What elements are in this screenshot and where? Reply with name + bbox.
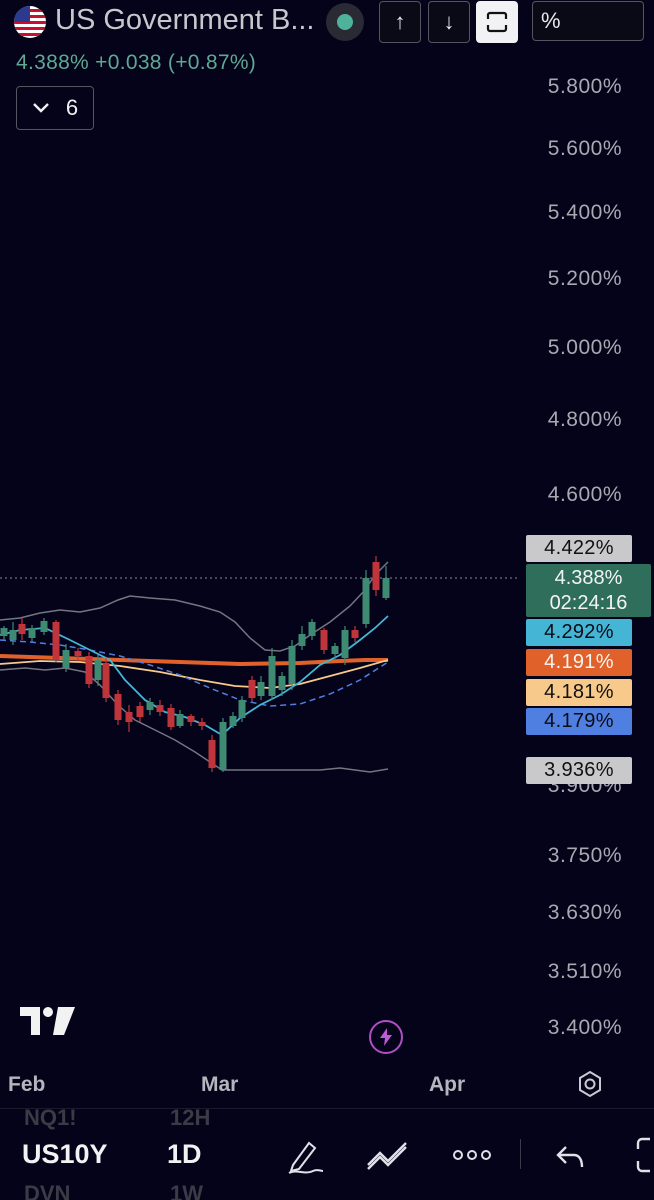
candle-body [219,722,227,770]
fullscreen-corner-icon[interactable] [634,1135,654,1175]
bollinger-upper-line [0,561,389,652]
candle-body [52,622,60,660]
price-quote: 4.388% +0.038 (+0.87%) [16,51,257,74]
candle-body [85,656,93,684]
candle-body [278,676,286,690]
bar-countdown: 02:24:16 [549,592,628,614]
price-tag-ma-blue: 4.179% [526,708,632,735]
candle-body [114,694,122,720]
price-tag-bollinger-lower: 3.936% [526,757,632,784]
scroll-ghost-symbol: DVN [24,1181,71,1200]
candle-body [146,702,154,710]
bottom-toolbar: NQ1! 12H DVN 1W US10Y 1D [0,1108,654,1200]
scroll-ghost-symbol: NQ1! [24,1108,77,1130]
symbol-selector[interactable]: US10Y [22,1139,108,1169]
market-status-button[interactable] [326,3,364,41]
candle-body [238,700,246,718]
price-tag-ma-cyan: 4.292% [526,619,632,646]
symbol-title[interactable]: US Government B... [55,4,315,36]
price-axis-label: 4.800% [547,408,622,431]
candle-body [198,722,206,726]
price-axis-label: 3.510% [547,960,622,983]
scroll-ghost-interval: 12H [170,1108,211,1130]
chevron-down-icon [33,103,49,113]
percent-scale-button[interactable]: % [532,1,644,41]
price-tag-ma-cream: 4.181% [526,679,632,706]
tradingview-logo[interactable] [20,1007,76,1035]
scroll-ghost-interval: 1W [170,1181,203,1200]
undo-icon[interactable] [556,1135,586,1175]
candle-body [74,651,82,656]
price-tag-bollinger-upper: 4.422% [526,535,632,562]
candle-body [167,708,175,727]
last-price-value: 4.388% [554,567,623,589]
price-chart[interactable] [0,0,520,800]
time-axis-label: Mar [201,1073,239,1096]
candle-body [40,621,48,632]
price-axis-label: 3.400% [547,1016,622,1039]
pen-icon[interactable] [287,1135,325,1175]
fullscreen-icon[interactable] [476,1,518,43]
candle-body [331,646,339,654]
time-axis-label: Apr [429,1073,466,1096]
last-price-tag: 4.388% 02:24:16 [526,564,651,617]
lightning-icon[interactable] [369,1020,403,1054]
price-axis-label: 5.000% [547,336,622,359]
candle-body [18,624,26,634]
candle-body [208,740,216,768]
candle-body [9,630,17,640]
candle-body [248,680,256,698]
candle-body [320,630,328,650]
us-flag-icon [14,6,46,38]
arrow-down-icon[interactable]: ↓ [428,1,470,43]
candle-body [308,622,316,636]
price-tag-ma-orange: 4.191% [526,649,632,676]
ma-orange-line [0,654,388,667]
candle-body [136,706,144,717]
candle-body [341,630,349,658]
price-axis-label: 3.630% [547,901,622,924]
candle-body [125,712,133,722]
candle-body [288,646,296,684]
candle-body [382,578,390,598]
collapse-indicators-button[interactable]: 6 [16,86,94,130]
candle-body [28,628,36,638]
arrow-up-icon[interactable]: ↑ [379,1,421,43]
price-axis-label: 4.600% [547,483,622,506]
price-axis-label: 3.750% [547,844,622,867]
candle-body [156,705,164,712]
ma-cream-line [0,659,389,689]
price-axis-label: 5.400% [547,201,622,224]
candle-body [94,660,102,680]
bollinger-lower-line [0,667,389,773]
candle-body [362,578,370,624]
ma-blue-dashed-line [0,639,389,707]
price-axis-label: 5.800% [547,75,622,98]
price-axis-label: 5.600% [547,137,622,160]
more-icon[interactable] [452,1135,492,1175]
candle-body [268,656,276,696]
time-axis-label: Feb [8,1073,46,1096]
candle-body [102,663,110,698]
trend-icon[interactable] [366,1135,412,1175]
indicator-count: 6 [65,95,79,120]
candle-body [0,628,8,636]
candle-body [257,682,265,696]
toolbar-divider [520,1139,521,1169]
candle-body [372,562,380,590]
candle-body [229,716,237,726]
candle-body [298,634,306,646]
price-axis-label: 5.200% [547,267,622,290]
candle-body [176,714,184,726]
market-open-dot [337,14,353,30]
candle-body [187,716,195,722]
interval-selector[interactable]: 1D [167,1139,202,1169]
candle-body [62,650,70,668]
settings-icon[interactable] [576,1070,604,1098]
candle-body [351,630,359,638]
